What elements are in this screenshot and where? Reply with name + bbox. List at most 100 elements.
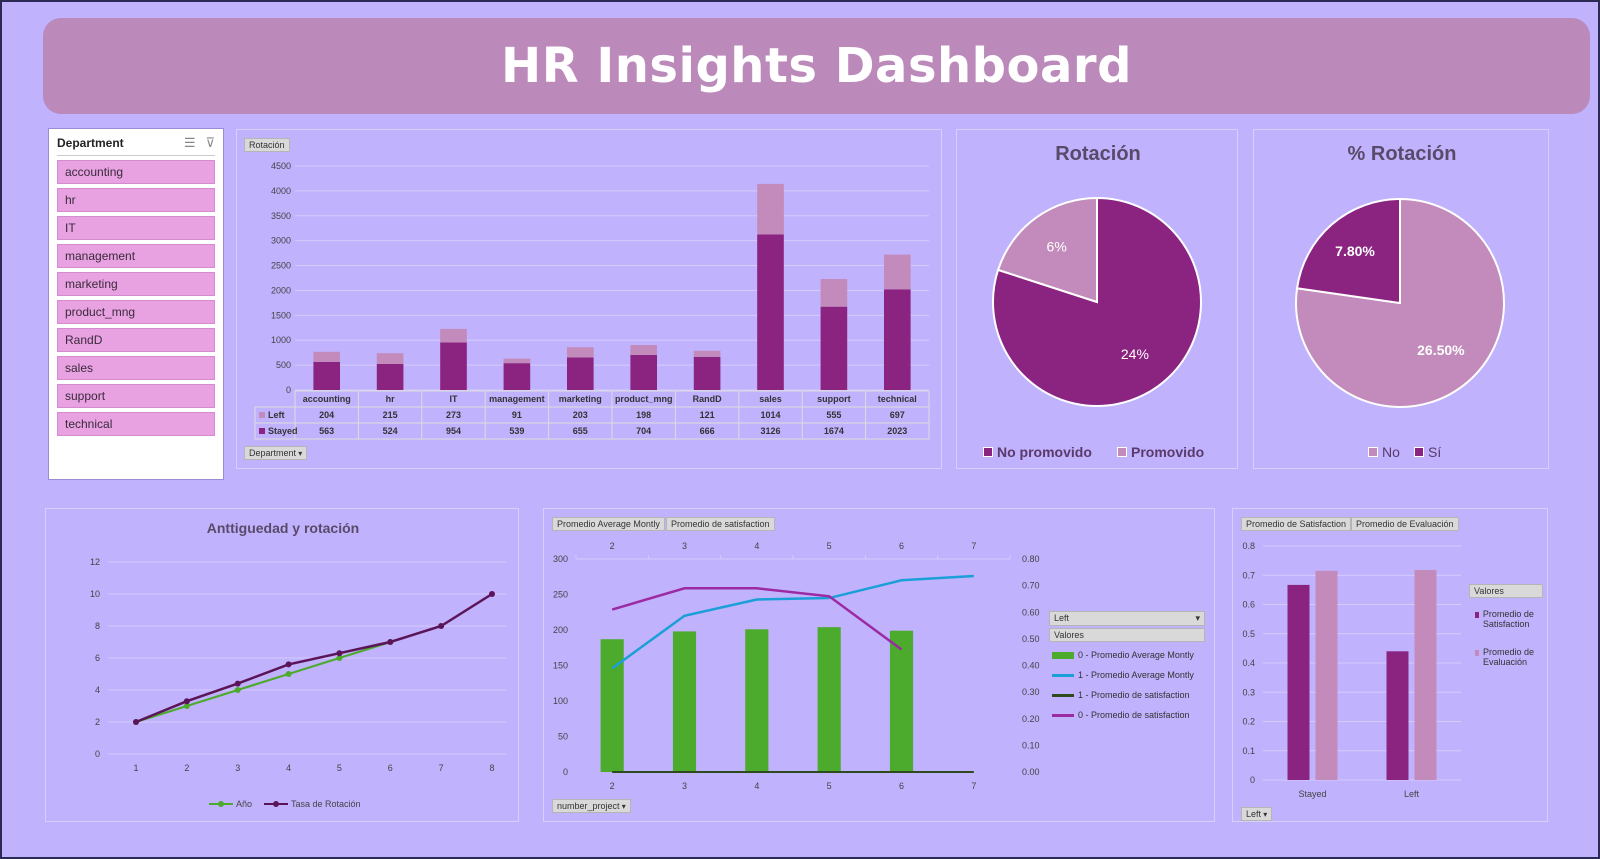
- legend-no-promovido: No promovido: [983, 444, 1092, 460]
- legend-swatch: [1052, 713, 1074, 717]
- slicer-item-sales[interactable]: sales: [57, 356, 215, 380]
- series-point: [183, 703, 190, 709]
- slicer-item-marketing[interactable]: marketing: [57, 272, 215, 296]
- bar-satisfaction: [1287, 584, 1310, 780]
- legend-key-stayed: [259, 428, 265, 434]
- legend-swatch: [1052, 673, 1074, 677]
- bar-left: [376, 353, 404, 364]
- x-top-tick-label: 7: [971, 541, 976, 551]
- satisfaction-field-button[interactable]: Promedio de satisfaction: [666, 517, 775, 531]
- series-point: [387, 639, 394, 645]
- slicer-item-hr[interactable]: hr: [57, 188, 215, 212]
- series-point: [285, 671, 292, 677]
- slicer-item-randd[interactable]: RandD: [57, 328, 215, 352]
- line-satisfaction-stayed: [611, 587, 903, 651]
- x-tick-label: Left: [1404, 789, 1420, 799]
- y-tick-label: 3000: [271, 236, 291, 246]
- y-tick-label: 4500: [271, 161, 291, 171]
- evaluation-avg-button[interactable]: Promedio de Evaluación: [1351, 517, 1459, 531]
- y-tick-label: 0.5: [1242, 629, 1255, 639]
- legend-label: 1 - Promedio de satisfaction: [1078, 690, 1190, 700]
- legend-label: Tasa de Rotación: [291, 799, 361, 809]
- department-axis-button[interactable]: Department: [244, 446, 308, 460]
- pie-value-label: 26.50%: [1417, 342, 1465, 358]
- legend-swatch: [1052, 651, 1074, 659]
- bar-left: [883, 254, 911, 290]
- legend-swatch: [983, 447, 993, 457]
- line-avg-monthly-left: [611, 574, 974, 670]
- slicer-item-product_mng[interactable]: product_mng: [57, 300, 215, 324]
- legend-label: No: [1382, 444, 1400, 460]
- pie-value-label: 24%: [1121, 346, 1149, 362]
- project-legend: 0 - Promedio Average Montly 1 - Promedio…: [1052, 645, 1194, 725]
- stayed-value-label: 524: [383, 426, 398, 436]
- bar-avg-monthly: [889, 630, 914, 772]
- series-point: [336, 655, 343, 661]
- left-filter-button[interactable]: Left ▾: [1049, 611, 1205, 626]
- left-value-label: 273: [446, 410, 461, 420]
- legend-swatch: [1368, 447, 1378, 457]
- rotation-field-button[interactable]: Rotación: [244, 138, 290, 152]
- y-tick-label: 3500: [271, 211, 291, 221]
- clear-filter-icon[interactable]: ⊽: [205, 135, 215, 150]
- x-tick-label: 8: [489, 763, 494, 773]
- legend-si: Sí: [1414, 444, 1441, 460]
- filter-value: Left: [1054, 613, 1070, 623]
- x-tick-label: 7: [971, 781, 976, 791]
- legend-label: Promedio de Satisfaction: [1482, 609, 1534, 629]
- category-label: support: [817, 394, 851, 404]
- left-value-label: 1014: [760, 410, 780, 420]
- series-point: [438, 623, 445, 629]
- y2-tick-label: 0.20: [1022, 714, 1040, 724]
- stayed-value-label: 954: [446, 426, 461, 436]
- legend-swatch: [1117, 447, 1127, 457]
- slicer-items: accounting hr IT management marketing product…: [49, 160, 223, 436]
- department-slicer[interactable]: Department ☰ ⊽ accounting hr IT management m…: [48, 128, 224, 480]
- x-tick-label: 2: [610, 781, 615, 791]
- left-axis-button[interactable]: Left: [1241, 807, 1273, 821]
- rotacion-pie-panel: Rotación 24% 6% No promovido Promovido: [956, 129, 1238, 469]
- category-label: technical: [878, 394, 917, 404]
- legend-row: 1 - Promedio de satisfaction: [1052, 685, 1194, 705]
- slicer-title: Department: [57, 136, 124, 150]
- slicer-divider: [57, 155, 215, 156]
- category-label: RandD: [693, 394, 723, 404]
- pie-slice: [1295, 197, 1505, 408]
- legend-label: Sí: [1428, 444, 1442, 460]
- y-tick-label: 2: [95, 717, 100, 727]
- slicer-item-support[interactable]: support: [57, 384, 215, 408]
- y-tick-label: 12: [90, 557, 100, 567]
- left-value-label: 198: [636, 410, 651, 420]
- x-top-tick-label: 5: [827, 541, 832, 551]
- left-value-label: 91: [512, 410, 522, 420]
- legend-swatch: [1052, 693, 1074, 697]
- avg-monthly-field-button[interactable]: Promedio Average Montly: [552, 517, 665, 531]
- series-point: [336, 650, 343, 657]
- legend-swatch: [1475, 650, 1479, 656]
- y-tick-label: 200: [553, 625, 568, 635]
- y-tick-label: 0: [563, 767, 568, 777]
- slicer-item-management[interactable]: management: [57, 244, 215, 268]
- y-tick-label: 100: [553, 696, 568, 706]
- stayed-value-label: 3126: [760, 426, 780, 436]
- y-tick-label: 50: [558, 732, 568, 742]
- rotation-bar-panel: 0 500 1000 1500 2000 2500 3000 3500 4000 4500 acco…: [236, 129, 942, 469]
- x-tick-label: 6: [388, 763, 393, 773]
- slicer-header: Department ☰ ⊽: [49, 129, 223, 155]
- y-tick-label: 0.6: [1242, 600, 1255, 610]
- satisfaction-bar-chart: 0 0.1 0.2 0.3 0.4 0.5 0.6 0.7 0.8 Stayed Left: [1242, 541, 1461, 799]
- pie-value-label: 7.80%: [1335, 243, 1375, 259]
- y-tick-label: 0.8: [1242, 541, 1255, 551]
- y2-tick-label: 0.00: [1022, 767, 1040, 777]
- y2-tick-label: 0.10: [1022, 740, 1040, 750]
- series-point: [234, 687, 241, 693]
- satisfaction-avg-button[interactable]: Promedio de Satisfaction: [1241, 517, 1352, 531]
- multi-select-icon[interactable]: ☰: [183, 135, 196, 150]
- number-project-axis-button[interactable]: number_project: [552, 799, 631, 813]
- slicer-item-technical[interactable]: technical: [57, 412, 215, 436]
- series-label-stayed: Stayed: [268, 426, 298, 436]
- slicer-item-it[interactable]: IT: [57, 216, 215, 240]
- slicer-item-accounting[interactable]: accounting: [57, 160, 215, 184]
- legend-label: 0 - Promedio Average Montly: [1078, 650, 1194, 660]
